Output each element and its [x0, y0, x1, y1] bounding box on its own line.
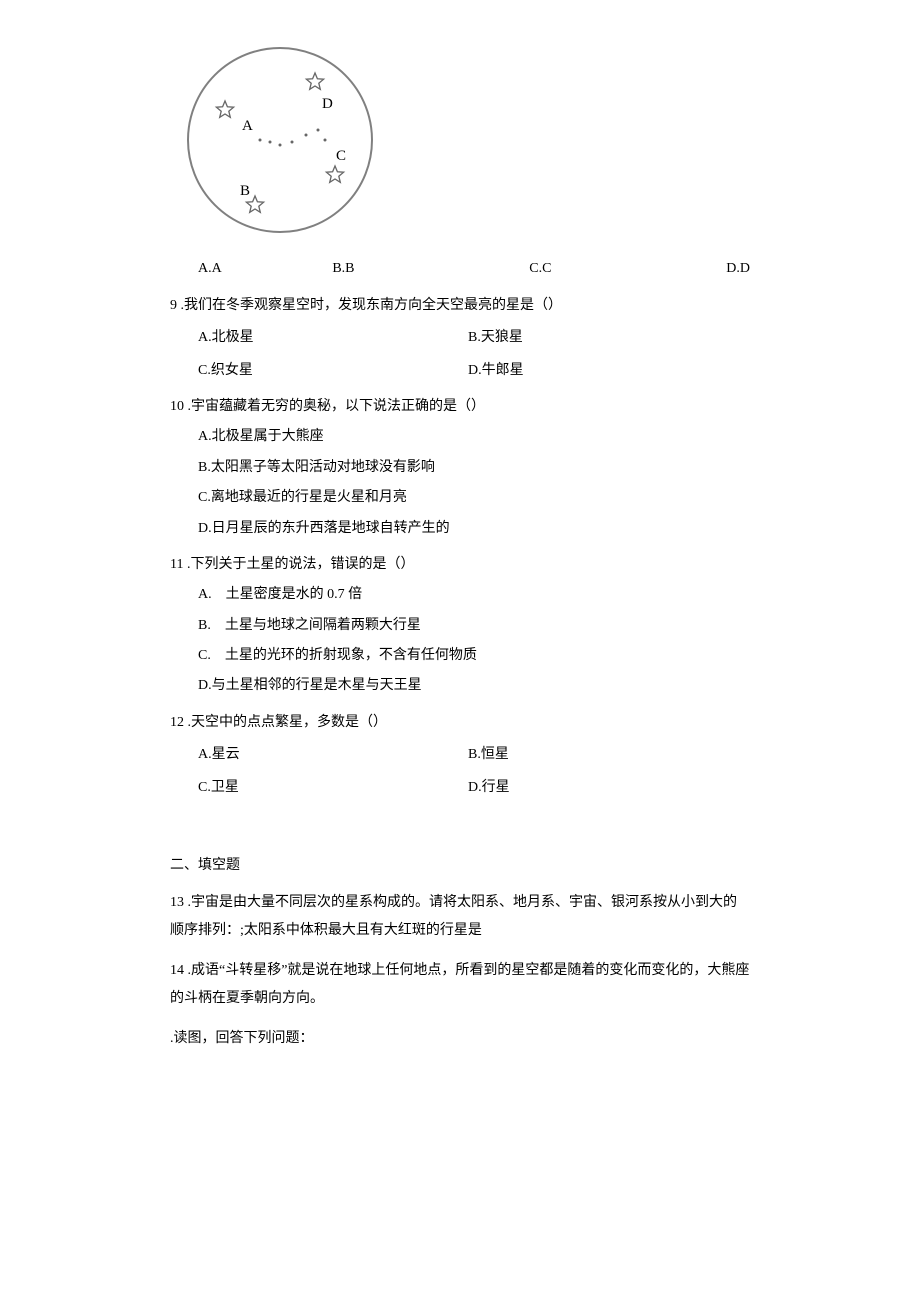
- q12-opt-a: A.星云: [198, 744, 468, 766]
- q11-opt-a: A. 土星密度是水的 0.7 倍: [170, 584, 750, 606]
- q15-text: .读图，回答下列问题：: [170, 1025, 750, 1053]
- section-2-heading: 二、填空题: [170, 855, 750, 877]
- q11-opt-c: C. 土星的光环的折射现象，不含有任何物质: [170, 645, 750, 667]
- q8-options: A.A B.B C.C D.D: [170, 258, 750, 280]
- svg-text:D: D: [322, 96, 333, 112]
- q10-text: 10 .宇宙蕴藏着无穷的奥秘，以下说法正确的是（）: [170, 396, 750, 418]
- star-diagram: A D C B: [180, 40, 750, 248]
- q11-opt-d: D.与土星相邻的行星是木星与天王星: [170, 675, 750, 697]
- q12-text: 12 .天空中的点点繁星，多数是（）: [170, 712, 750, 734]
- q9-opt-c: C.织女星: [198, 360, 468, 382]
- q12-opt-c: C.卫星: [198, 777, 468, 799]
- q8-opt-d: D.D: [726, 258, 750, 280]
- q14-text: 14 .成语“斗转星移”就是说在地球上任何地点，所看到的星空都是随着的变化而变化…: [170, 957, 750, 1013]
- q8-opt-a: A.A: [198, 258, 332, 280]
- star-diagram-svg: A D C B: [180, 40, 380, 240]
- q10-opt-b: B.太阳黑子等太阳活动对地球没有影响: [170, 457, 750, 479]
- q8-opt-b: B.B: [332, 258, 529, 280]
- q12-opt-d: D.行星: [468, 777, 510, 799]
- q11-opt-b: B. 土星与地球之间隔着两颗大行星: [170, 615, 750, 637]
- svg-text:C: C: [336, 148, 346, 164]
- q12-row1: A.星云 B.恒星: [170, 744, 750, 766]
- q12-opt-b: B.恒星: [468, 744, 509, 766]
- q10-opt-c: C.离地球最近的行星是火星和月亮: [170, 487, 750, 509]
- q9-row1: A.北极星 B.天狼星: [170, 327, 750, 349]
- document-page: A D C B A.A B.B C.C D.D 9 .我们在冬季观察星空时，发现东南方…: [0, 0, 920, 1301]
- q10-opt-d: D.日月星辰的东升西落是地球自转产生的: [170, 518, 750, 540]
- q9-opt-d: D.牛郎星: [468, 360, 524, 382]
- q12-row2: C.卫星 D.行星: [170, 777, 750, 799]
- q9-text: 9 .我们在冬季观察星空时，发现东南方向全天空最亮的星是（）: [170, 295, 750, 317]
- q8-opt-c: C.C: [529, 258, 726, 280]
- q9-opt-b: B.天狼星: [468, 327, 523, 349]
- q13-text: 13 .宇宙是由大量不同层次的星系构成的。请将太阳系、地月系、宇宙、银河系按从小…: [170, 889, 750, 945]
- q9-opt-a: A.北极星: [198, 327, 468, 349]
- q9-row2: C.织女星 D.牛郎星: [170, 360, 750, 382]
- q10-opt-a: A.北极星属于大熊座: [170, 426, 750, 448]
- svg-text:A: A: [242, 118, 253, 134]
- q11-text: 11 .下列关于土星的说法，错误的是（）: [170, 554, 750, 576]
- svg-text:B: B: [240, 183, 250, 199]
